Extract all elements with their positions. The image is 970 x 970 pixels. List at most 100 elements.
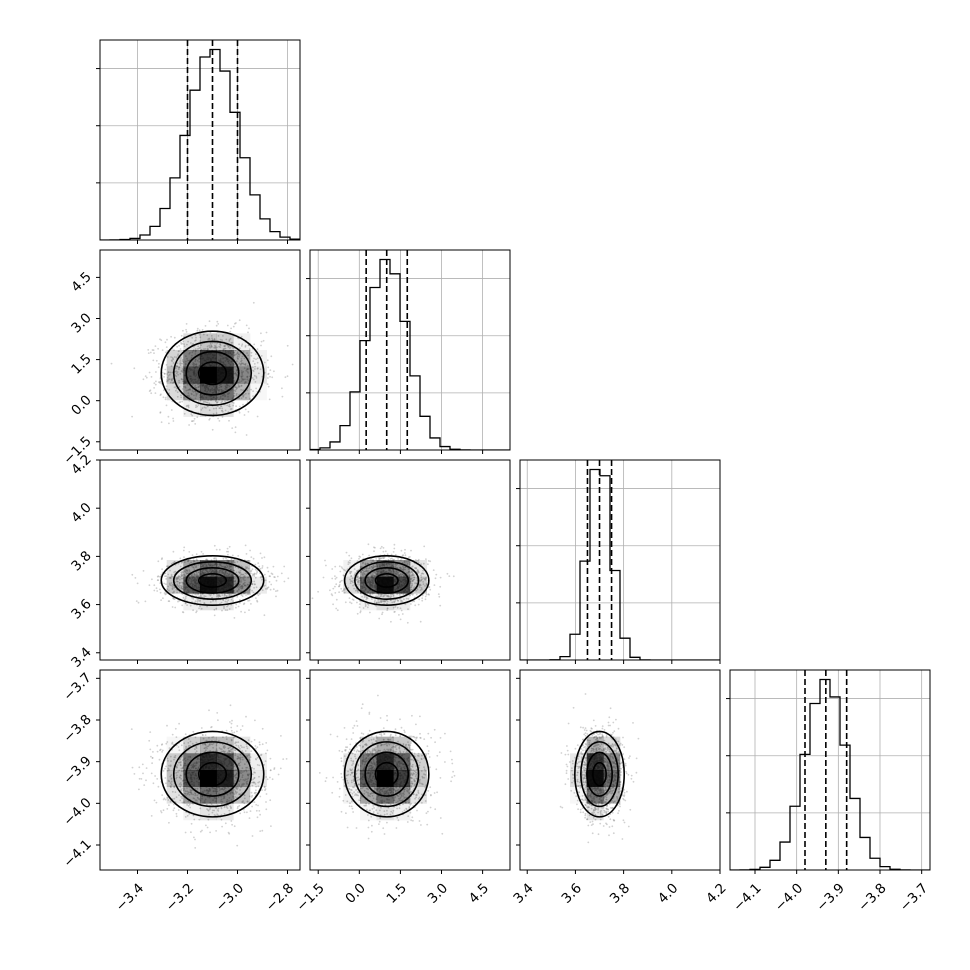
scatter-point	[176, 345, 178, 348]
scatter-point	[176, 584, 179, 587]
scatter-point	[372, 566, 375, 569]
scatter-point	[424, 577, 427, 580]
scatter-point	[373, 575, 376, 577]
density-bin	[376, 576, 394, 594]
scatter-point	[380, 593, 383, 596]
scatter-point	[175, 767, 178, 769]
scatter-point	[181, 604, 184, 607]
scatter-point	[191, 420, 194, 422]
scatter-point	[410, 585, 413, 587]
scatter-point	[367, 567, 370, 570]
scatter-point	[196, 575, 199, 577]
panel-frame	[99, 39, 301, 241]
scatter-point	[251, 583, 254, 586]
scatter-point	[260, 332, 262, 335]
scatter-point	[339, 581, 341, 584]
scatter-point	[195, 558, 198, 561]
scatter-point	[196, 572, 198, 574]
scatter-point	[193, 574, 196, 577]
scatter-point	[176, 576, 179, 579]
scatter-point	[423, 545, 426, 548]
scatter-point	[369, 611, 371, 614]
scatter-point	[245, 381, 247, 384]
scatter-point	[194, 397, 197, 400]
scatter-point	[216, 594, 219, 597]
scatter-point	[197, 386, 200, 388]
scatter-point	[206, 345, 209, 348]
scatter-point	[230, 342, 233, 344]
scatter-point	[253, 777, 256, 780]
scatter-point	[350, 570, 353, 573]
scatter-point	[247, 354, 250, 357]
scatter-point	[173, 803, 175, 806]
scatter-point	[246, 376, 249, 379]
scatter-point	[380, 557, 382, 559]
scatter-point	[240, 376, 243, 378]
scatter-point	[386, 553, 389, 555]
scatter-point	[253, 776, 256, 779]
density-bin	[216, 366, 234, 384]
scatter-point	[247, 583, 250, 586]
scatter-point	[253, 575, 256, 577]
scatter-point	[235, 776, 238, 779]
scatter-point	[167, 779, 170, 782]
scatter-point	[245, 434, 248, 436]
scatter-point	[407, 575, 410, 577]
scatter-point	[170, 582, 173, 584]
scatter-point	[211, 341, 214, 344]
scatter-point	[241, 585, 244, 588]
scatter-point	[424, 595, 427, 598]
scatter-point	[221, 410, 224, 413]
scatter-point	[180, 788, 183, 791]
scatter-point	[241, 343, 244, 346]
scatter-point	[413, 586, 416, 588]
scatter-point	[410, 575, 413, 577]
scatter-point	[156, 579, 159, 581]
scatter-point	[159, 394, 162, 397]
scatter-point	[191, 390, 194, 392]
scatter-point	[176, 395, 179, 398]
scatter-point	[403, 598, 405, 601]
scatter-point	[372, 573, 374, 575]
scatter-point	[339, 570, 342, 573]
scatter-point	[165, 404, 168, 407]
scatter-point	[211, 346, 213, 348]
scatter-point	[187, 572, 190, 575]
density-panel-p0-p1	[96, 249, 301, 454]
scatter-point	[366, 570, 368, 572]
scatter-point	[375, 601, 378, 604]
scatter-point	[257, 372, 260, 375]
scatter-point	[411, 571, 413, 574]
scatter-point	[192, 560, 195, 563]
scatter-point	[172, 550, 175, 553]
scatter-point	[234, 592, 236, 594]
scatter-point	[231, 347, 234, 349]
scatter-point	[252, 301, 255, 304]
scatter-point	[419, 584, 422, 587]
scatter-point	[246, 368, 249, 371]
scatter-point	[246, 778, 248, 781]
scatter-point	[235, 405, 238, 408]
scatter-point	[352, 581, 354, 584]
scatter-point	[184, 597, 187, 599]
scatter-point	[201, 734, 204, 736]
scatter-point	[262, 339, 265, 342]
scatter-point	[181, 577, 184, 580]
density-bin	[250, 576, 267, 594]
scatter-point	[263, 785, 266, 788]
scatter-point	[184, 816, 187, 818]
contour-level-3	[343, 554, 430, 606]
scatter-point	[150, 376, 153, 378]
scatter-point	[219, 344, 222, 347]
scatter-point	[361, 595, 363, 598]
scatter-point	[242, 362, 245, 365]
scatter-point	[210, 345, 213, 348]
scatter-point	[222, 745, 225, 748]
scatter-point	[239, 576, 242, 579]
scatter-point	[195, 575, 198, 577]
scatter-point	[188, 399, 191, 402]
scatter-point	[193, 568, 196, 571]
y-tick-label-p2: 3.8	[68, 548, 95, 575]
density-bin	[233, 333, 251, 351]
scatter-point	[242, 583, 245, 585]
